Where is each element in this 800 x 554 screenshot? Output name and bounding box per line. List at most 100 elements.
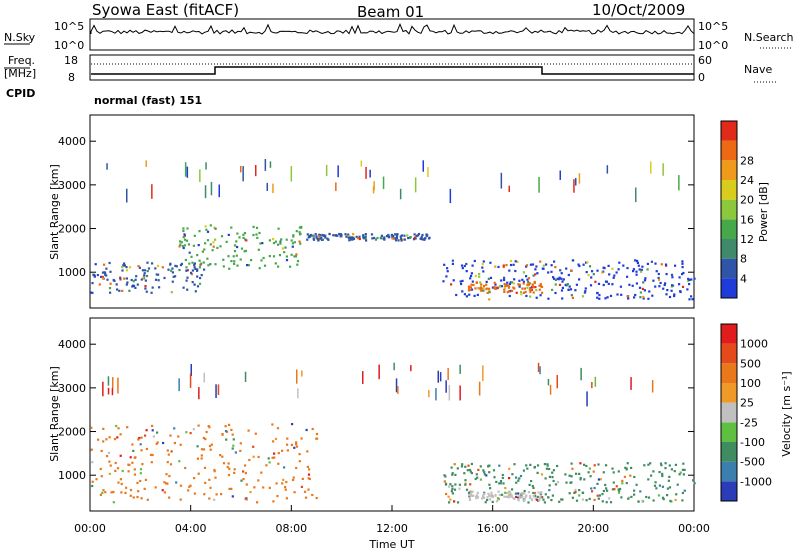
data-cell	[578, 472, 581, 475]
data-cell	[585, 261, 588, 264]
data-cell	[664, 282, 667, 285]
data-cell	[670, 289, 673, 292]
data-cell	[496, 497, 500, 500]
colorbar-tick: 16	[740, 213, 754, 226]
data-cell	[178, 268, 181, 272]
data-cell	[532, 486, 535, 489]
data-cell	[358, 235, 361, 238]
data-cell	[558, 500, 561, 503]
data-cell	[105, 267, 108, 270]
data-cell	[170, 291, 173, 294]
data-cell	[356, 237, 359, 240]
freq-label-2: [MHz]	[4, 67, 36, 80]
data-cell	[423, 237, 427, 240]
colorbar-segment	[721, 180, 737, 200]
y-tick-label: 4000	[58, 135, 86, 148]
data-cell	[128, 289, 131, 292]
data-cell	[320, 236, 323, 239]
colorbar-tick: -100	[740, 436, 765, 449]
data-cell	[196, 457, 199, 460]
data-cell	[101, 271, 105, 274]
data-cell	[150, 291, 153, 294]
data-cell	[371, 237, 374, 240]
data-cell	[627, 297, 630, 300]
data-cell	[188, 251, 191, 254]
data-cell	[529, 290, 532, 293]
data-cell	[184, 258, 187, 262]
data-cell	[444, 475, 447, 478]
data-cell	[468, 468, 471, 472]
data-cell	[228, 487, 231, 490]
data-cell	[464, 479, 467, 482]
data-cell	[276, 427, 280, 430]
data-cell	[481, 266, 484, 269]
data-cell	[615, 271, 618, 274]
colorbar-segment	[721, 199, 737, 220]
data-cell	[448, 501, 451, 504]
data-cell	[584, 290, 587, 293]
data-cell	[193, 262, 196, 265]
data-cell	[185, 431, 188, 434]
data-cell	[196, 285, 200, 288]
data-cell	[598, 494, 601, 497]
data-cell	[666, 494, 669, 497]
data-cell	[633, 296, 636, 299]
data-streak	[591, 382, 593, 389]
data-cell	[473, 259, 476, 263]
data-cell	[482, 289, 485, 292]
data-cell	[97, 438, 100, 441]
data-cell	[538, 498, 541, 501]
data-cell	[668, 475, 671, 478]
data-cell	[527, 491, 530, 494]
data-cell	[101, 491, 104, 494]
data-cell	[348, 239, 351, 242]
data-cell	[465, 488, 469, 491]
data-cell	[556, 480, 560, 484]
data-cell	[604, 280, 608, 283]
data-cell	[125, 277, 128, 280]
data-cell	[469, 470, 472, 473]
data-cell	[537, 491, 540, 494]
data-cell	[682, 473, 685, 476]
data-cell	[477, 287, 480, 290]
data-cell	[638, 268, 641, 271]
data-cell	[647, 496, 651, 499]
data-cell	[486, 291, 489, 294]
data-cell	[589, 284, 593, 287]
data-cell	[210, 443, 213, 446]
data-cell	[678, 283, 681, 286]
data-cell	[190, 271, 193, 274]
data-cell	[483, 496, 486, 499]
data-cell	[292, 478, 295, 482]
data-cell	[196, 269, 199, 272]
data-cell	[403, 238, 406, 241]
data-cell	[661, 474, 664, 478]
data-cell	[554, 283, 557, 286]
data-streak	[107, 387, 110, 395]
data-cell	[214, 476, 217, 479]
data-cell	[106, 278, 109, 281]
data-cell	[170, 269, 173, 272]
data-cell	[454, 483, 457, 486]
data-cell	[565, 267, 568, 270]
data-cell	[196, 445, 199, 448]
data-cell	[508, 294, 511, 298]
data-cell	[531, 263, 535, 266]
data-cell	[504, 487, 507, 490]
data-streak	[242, 166, 244, 182]
data-cell	[523, 492, 526, 495]
data-cell	[108, 261, 111, 265]
data-cell	[327, 238, 330, 241]
data-cell	[526, 286, 529, 289]
data-cell	[594, 280, 597, 283]
data-cell	[579, 478, 582, 481]
data-cell	[304, 496, 308, 499]
data-cell	[540, 285, 544, 288]
data-cell	[90, 426, 93, 429]
data-cell	[175, 265, 178, 268]
data-cell	[483, 471, 486, 474]
data-cell	[591, 490, 594, 493]
data-cell	[394, 233, 397, 236]
data-cell	[560, 498, 563, 501]
data-streak	[482, 365, 484, 382]
